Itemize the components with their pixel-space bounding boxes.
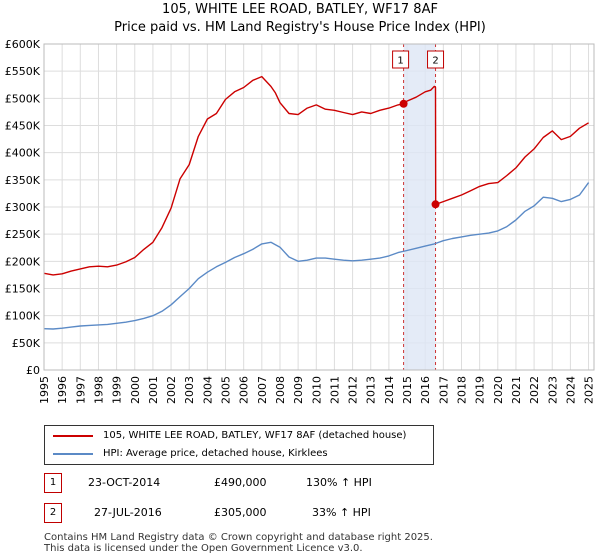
legend-label-hpi: HPI: Average price, detached house, Kirk…	[103, 448, 328, 459]
x-tick-label: 2007	[256, 376, 269, 404]
legend-label-property: 105, WHITE LEE ROAD, BATLEY, WF17 8AF (d…	[103, 430, 407, 441]
x-tick-label: 1997	[74, 376, 87, 404]
x-tick-label: 2001	[147, 376, 160, 404]
x-tick-label: 2010	[310, 376, 323, 404]
x-tick-label: 2024	[564, 376, 577, 404]
transaction-label-border	[427, 50, 445, 69]
transaction-hpi-change: 130% ↑ HPI	[306, 476, 372, 489]
transaction-price: £305,000	[214, 506, 267, 519]
y-tick-label: £0	[26, 364, 40, 377]
x-tick-label: 2002	[165, 376, 178, 404]
transaction-price: £490,000	[214, 476, 267, 489]
legend-swatch-hpi	[53, 453, 93, 455]
transaction-label-number: 1	[397, 56, 403, 67]
x-tick-label: 2022	[528, 376, 541, 404]
transaction-label-box: 2	[427, 50, 445, 69]
x-tick-label: 2009	[292, 376, 305, 404]
x-tick-label: 2003	[183, 376, 196, 404]
transaction-point	[431, 200, 440, 209]
y-tick-label: £500K	[5, 92, 41, 105]
transaction-point	[399, 99, 408, 108]
x-tick-label: 2012	[347, 376, 360, 404]
x-tick-label: 2018	[455, 376, 468, 404]
x-tick-label: 1999	[111, 376, 124, 404]
chart-area: 1995 1996 1997 1998 1999 2000 2001 2002 2003 2004…	[5, 38, 596, 404]
x-tick-label: 1996	[56, 376, 69, 404]
x-tick-label: 2008	[274, 376, 287, 404]
x-tick-label: 2017	[437, 376, 450, 404]
y-tick-label: £550K	[5, 65, 41, 78]
y-tick-label: £300K	[5, 201, 41, 214]
transaction-hpi-change: 33% ↑ HPI	[312, 506, 371, 519]
legend-swatch-property	[53, 435, 93, 437]
x-tick-label: 2020	[492, 376, 505, 404]
x-tick-label: 2000	[129, 376, 142, 404]
x-tick-label: 2023	[546, 376, 559, 404]
transaction-label-number: 2	[432, 56, 438, 67]
y-tick-label: £450K	[5, 120, 41, 133]
transaction-label-border	[392, 50, 410, 69]
y-tick-label: £250K	[5, 228, 41, 241]
y-tick-label: £350K	[5, 174, 41, 187]
x-tick-label: 2014	[383, 376, 396, 404]
x-tick-label: 2021	[510, 376, 523, 404]
footer-attribution: Contains HM Land Registry data © Crown c…	[44, 532, 433, 554]
y-tick-label: £50K	[12, 337, 41, 350]
x-tick-label: 2006	[238, 376, 251, 404]
y-tick-label: £150K	[5, 283, 41, 296]
transaction-number-badge: 2	[44, 503, 62, 523]
hpi-line	[43, 182, 590, 330]
y-tick-label: £600K	[5, 38, 41, 51]
x-tick-label: 2013	[365, 376, 378, 404]
transaction-date: 27-JUL-2016	[94, 506, 162, 519]
transaction-number-badge: 1	[44, 473, 62, 493]
x-tick-label: 2019	[474, 376, 487, 404]
chart-legend: 105, WHITE LEE ROAD, BATLEY, WF17 8AF (d…	[44, 425, 434, 465]
x-tick-label: 1998	[92, 376, 105, 404]
transaction-label-box: 1	[392, 50, 410, 69]
chart-subtitle: Price paid vs. HM Land Registry's House …	[114, 20, 486, 35]
sale-period-shading	[403, 44, 436, 370]
transaction-date: 23-OCT-2014	[88, 476, 161, 489]
y-tick-label: £100K	[5, 310, 41, 323]
x-tick-label: 2005	[220, 376, 233, 404]
price-paid-line	[43, 75, 589, 276]
y-tick-label: £400K	[5, 147, 41, 160]
footer-line-copyright: Contains HM Land Registry data © Crown c…	[44, 532, 433, 543]
x-tick-label: 1995	[38, 376, 51, 404]
chart-title: 105, WHITE LEE ROAD, BATLEY, WF17 8AF	[162, 2, 438, 17]
y-tick-label: £200K	[5, 255, 41, 268]
x-tick-label: 2025	[583, 376, 596, 404]
plot-border	[43, 43, 595, 371]
x-tick-label: 2011	[328, 376, 341, 404]
x-tick-label: 2015	[401, 376, 414, 404]
footer-line-licence: This data is licensed under the Open Gov…	[44, 543, 363, 554]
x-tick-label: 2016	[419, 376, 432, 404]
x-tick-label: 2004	[201, 376, 214, 404]
